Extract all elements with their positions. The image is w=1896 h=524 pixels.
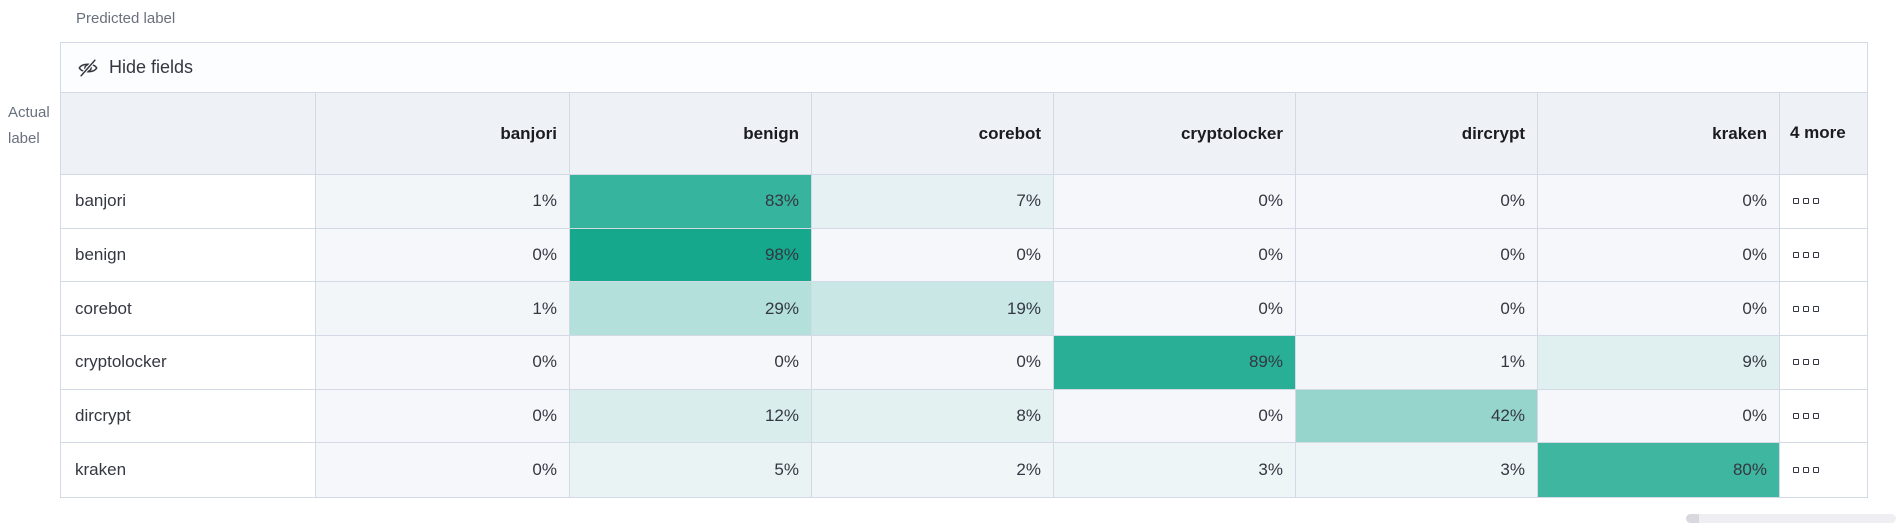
- matrix-row-banjori: banjori 1% 83% 7% 0% 0% 0%: [61, 175, 1867, 229]
- cell-benign-cryptolocker: 0%: [1054, 228, 1296, 283]
- cell-kraken-banjori: 0%: [316, 443, 570, 498]
- cell-banjori-kraken: 0%: [1538, 175, 1780, 229]
- cell-dircrypt-cryptolocker: 0%: [1054, 389, 1296, 444]
- row-label-benign: benign: [61, 228, 316, 283]
- column-header-cryptolocker[interactable]: cryptolocker: [1054, 93, 1296, 175]
- hide-fields-button[interactable]: Hide fields: [77, 57, 193, 79]
- boxes-horizontal-icon: [1793, 252, 1819, 259]
- horizontal-scrollbar[interactable]: [1686, 514, 1896, 523]
- cell-cryptolocker-corebot: 0%: [812, 336, 1054, 390]
- cell-kraken-benign: 5%: [570, 443, 812, 498]
- confusion-matrix-grid: banjori benign corebot cryptolocker dircrypt…: [61, 93, 1867, 498]
- predicted-axis-label: Predicted label: [76, 10, 176, 27]
- boxes-horizontal-icon: [1793, 359, 1819, 366]
- hidden-columns-cell-cryptolocker: [1780, 336, 1867, 390]
- cell-benign-corebot: 0%: [812, 228, 1054, 283]
- cell-benign-dircrypt: 0%: [1296, 228, 1538, 283]
- cell-banjori-cryptolocker: 0%: [1054, 175, 1296, 229]
- column-header-benign[interactable]: benign: [570, 93, 812, 175]
- matrix-row-dircrypt: dircrypt 0% 12% 8% 0% 42% 0%: [61, 389, 1867, 444]
- eye-closed-icon: [77, 57, 99, 79]
- cell-dircrypt-corebot: 8%: [812, 389, 1054, 444]
- boxes-horizontal-icon: [1793, 413, 1819, 420]
- cell-corebot-banjori: 1%: [316, 282, 570, 337]
- matrix-row-benign: benign 0% 98% 0% 0% 0% 0%: [61, 228, 1867, 283]
- cell-corebot-dircrypt: 0%: [1296, 282, 1538, 337]
- matrix-row-kraken: kraken 0% 5% 2% 3% 3% 80%: [61, 443, 1867, 498]
- grid-header-row: banjori benign corebot cryptolocker dircrypt…: [61, 93, 1867, 175]
- cell-cryptolocker-kraken: 9%: [1538, 336, 1780, 390]
- cell-cryptolocker-benign: 0%: [570, 336, 812, 390]
- hidden-columns-cell-dircrypt: [1780, 389, 1867, 444]
- boxes-horizontal-icon: [1793, 198, 1819, 205]
- row-label-kraken: kraken: [61, 443, 316, 498]
- cell-cryptolocker-dircrypt: 1%: [1296, 336, 1538, 390]
- hidden-columns-cell-kraken: [1780, 443, 1867, 498]
- grid-controls-bar: Hide fields: [61, 43, 1867, 93]
- cell-corebot-kraken: 0%: [1538, 282, 1780, 337]
- row-label-dircrypt: dircrypt: [61, 389, 316, 444]
- cell-benign-banjori: 0%: [316, 228, 570, 283]
- column-header-banjori[interactable]: banjori: [316, 93, 570, 175]
- matrix-row-corebot: corebot 1% 29% 19% 0% 0% 0%: [61, 282, 1867, 337]
- cell-kraken-dircrypt: 3%: [1296, 443, 1538, 498]
- cell-kraken-kraken: 80%: [1538, 443, 1780, 498]
- cell-cryptolocker-banjori: 0%: [316, 336, 570, 390]
- cell-dircrypt-banjori: 0%: [316, 389, 570, 444]
- row-label-corebot: corebot: [61, 282, 316, 337]
- row-label-banjori: banjori: [61, 175, 316, 229]
- cell-banjori-banjori: 1%: [316, 175, 570, 229]
- actual-axis-label-line1: Actual: [8, 104, 50, 121]
- scrollbar-thumb-edge: [1686, 514, 1699, 523]
- matrix-row-cryptolocker: cryptolocker 0% 0% 0% 89% 1% 9%: [61, 336, 1867, 390]
- cell-cryptolocker-cryptolocker: 89%: [1054, 336, 1296, 390]
- cell-kraken-cryptolocker: 3%: [1054, 443, 1296, 498]
- cell-banjori-benign: 83%: [570, 175, 812, 229]
- cell-corebot-benign: 29%: [570, 282, 812, 337]
- hidden-columns-cell-corebot: [1780, 282, 1867, 337]
- cell-benign-kraken: 0%: [1538, 228, 1780, 283]
- boxes-horizontal-icon: [1793, 467, 1819, 474]
- confusion-matrix-panel: Hide fields banjori benign corebot cryptolo…: [60, 42, 1868, 499]
- cell-dircrypt-kraken: 0%: [1538, 389, 1780, 444]
- actual-axis-label: Actual label: [8, 100, 58, 152]
- cell-corebot-corebot: 19%: [812, 282, 1054, 337]
- boxes-horizontal-icon: [1793, 305, 1819, 312]
- more-columns-header[interactable]: 4 more: [1780, 93, 1867, 175]
- row-label-cryptolocker: cryptolocker: [61, 336, 316, 390]
- hide-fields-label: Hide fields: [109, 57, 194, 77]
- cell-banjori-corebot: 7%: [812, 175, 1054, 229]
- cell-banjori-dircrypt: 0%: [1296, 175, 1538, 229]
- actual-axis-label-line2: label: [8, 130, 40, 147]
- cell-benign-benign: 98%: [570, 228, 812, 283]
- hidden-columns-cell-banjori: [1780, 175, 1867, 229]
- column-header-kraken[interactable]: kraken: [1538, 93, 1780, 175]
- cell-corebot-cryptolocker: 0%: [1054, 282, 1296, 337]
- hidden-columns-cell-benign: [1780, 228, 1867, 283]
- header-corner-cell: [61, 93, 316, 175]
- column-header-corebot[interactable]: corebot: [812, 93, 1054, 175]
- cell-kraken-corebot: 2%: [812, 443, 1054, 498]
- cell-dircrypt-benign: 12%: [570, 389, 812, 444]
- cell-dircrypt-dircrypt: 42%: [1296, 389, 1538, 444]
- column-header-dircrypt[interactable]: dircrypt: [1296, 93, 1538, 175]
